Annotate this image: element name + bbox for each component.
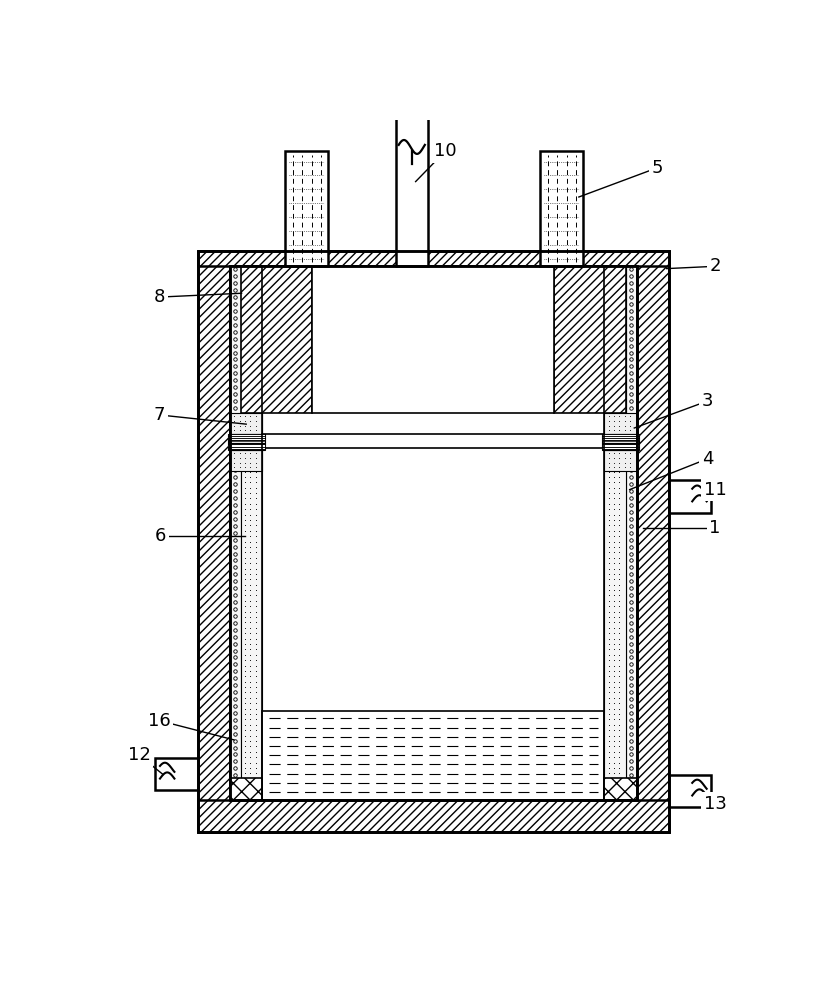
Bar — [602, 440, 639, 443]
Bar — [396, 108, 428, 266]
Text: 3: 3 — [701, 392, 713, 410]
Bar — [604, 413, 637, 434]
Bar — [286, 151, 328, 266]
Text: 7: 7 — [153, 406, 165, 424]
Bar — [241, 266, 313, 413]
Bar — [230, 450, 262, 471]
Bar — [554, 266, 626, 413]
Text: 13: 13 — [704, 795, 727, 813]
Bar — [313, 266, 554, 413]
Bar — [198, 251, 230, 832]
Bar — [230, 413, 262, 434]
Text: 8: 8 — [153, 288, 165, 306]
Bar — [262, 711, 604, 800]
Text: 16: 16 — [147, 712, 171, 730]
Bar — [602, 443, 639, 450]
Bar — [602, 434, 639, 440]
Text: 4: 4 — [701, 450, 713, 468]
Bar — [198, 800, 669, 832]
Text: 6: 6 — [155, 527, 167, 545]
Bar — [155, 758, 198, 790]
Bar — [228, 440, 265, 443]
Bar — [626, 266, 637, 800]
Bar — [604, 450, 637, 471]
Bar — [604, 266, 626, 800]
Bar — [198, 251, 669, 832]
Bar — [230, 266, 637, 800]
Bar — [228, 434, 265, 440]
Text: 12: 12 — [127, 746, 151, 764]
Bar — [230, 266, 241, 800]
Bar — [669, 480, 711, 513]
Bar — [230, 778, 262, 800]
Bar — [541, 151, 582, 266]
Bar — [198, 251, 669, 266]
Bar — [198, 251, 669, 832]
Bar — [228, 443, 265, 450]
Bar — [230, 266, 262, 800]
Bar — [230, 266, 637, 800]
Text: 11: 11 — [704, 481, 727, 499]
Bar — [637, 251, 669, 832]
Bar — [669, 774, 711, 807]
Bar — [241, 266, 262, 800]
Bar — [604, 778, 637, 800]
Bar — [604, 266, 637, 800]
Text: 2: 2 — [710, 257, 721, 275]
Text: 5: 5 — [652, 159, 663, 177]
Bar — [262, 434, 604, 448]
Text: 10: 10 — [434, 142, 457, 160]
Text: 1: 1 — [710, 519, 721, 537]
